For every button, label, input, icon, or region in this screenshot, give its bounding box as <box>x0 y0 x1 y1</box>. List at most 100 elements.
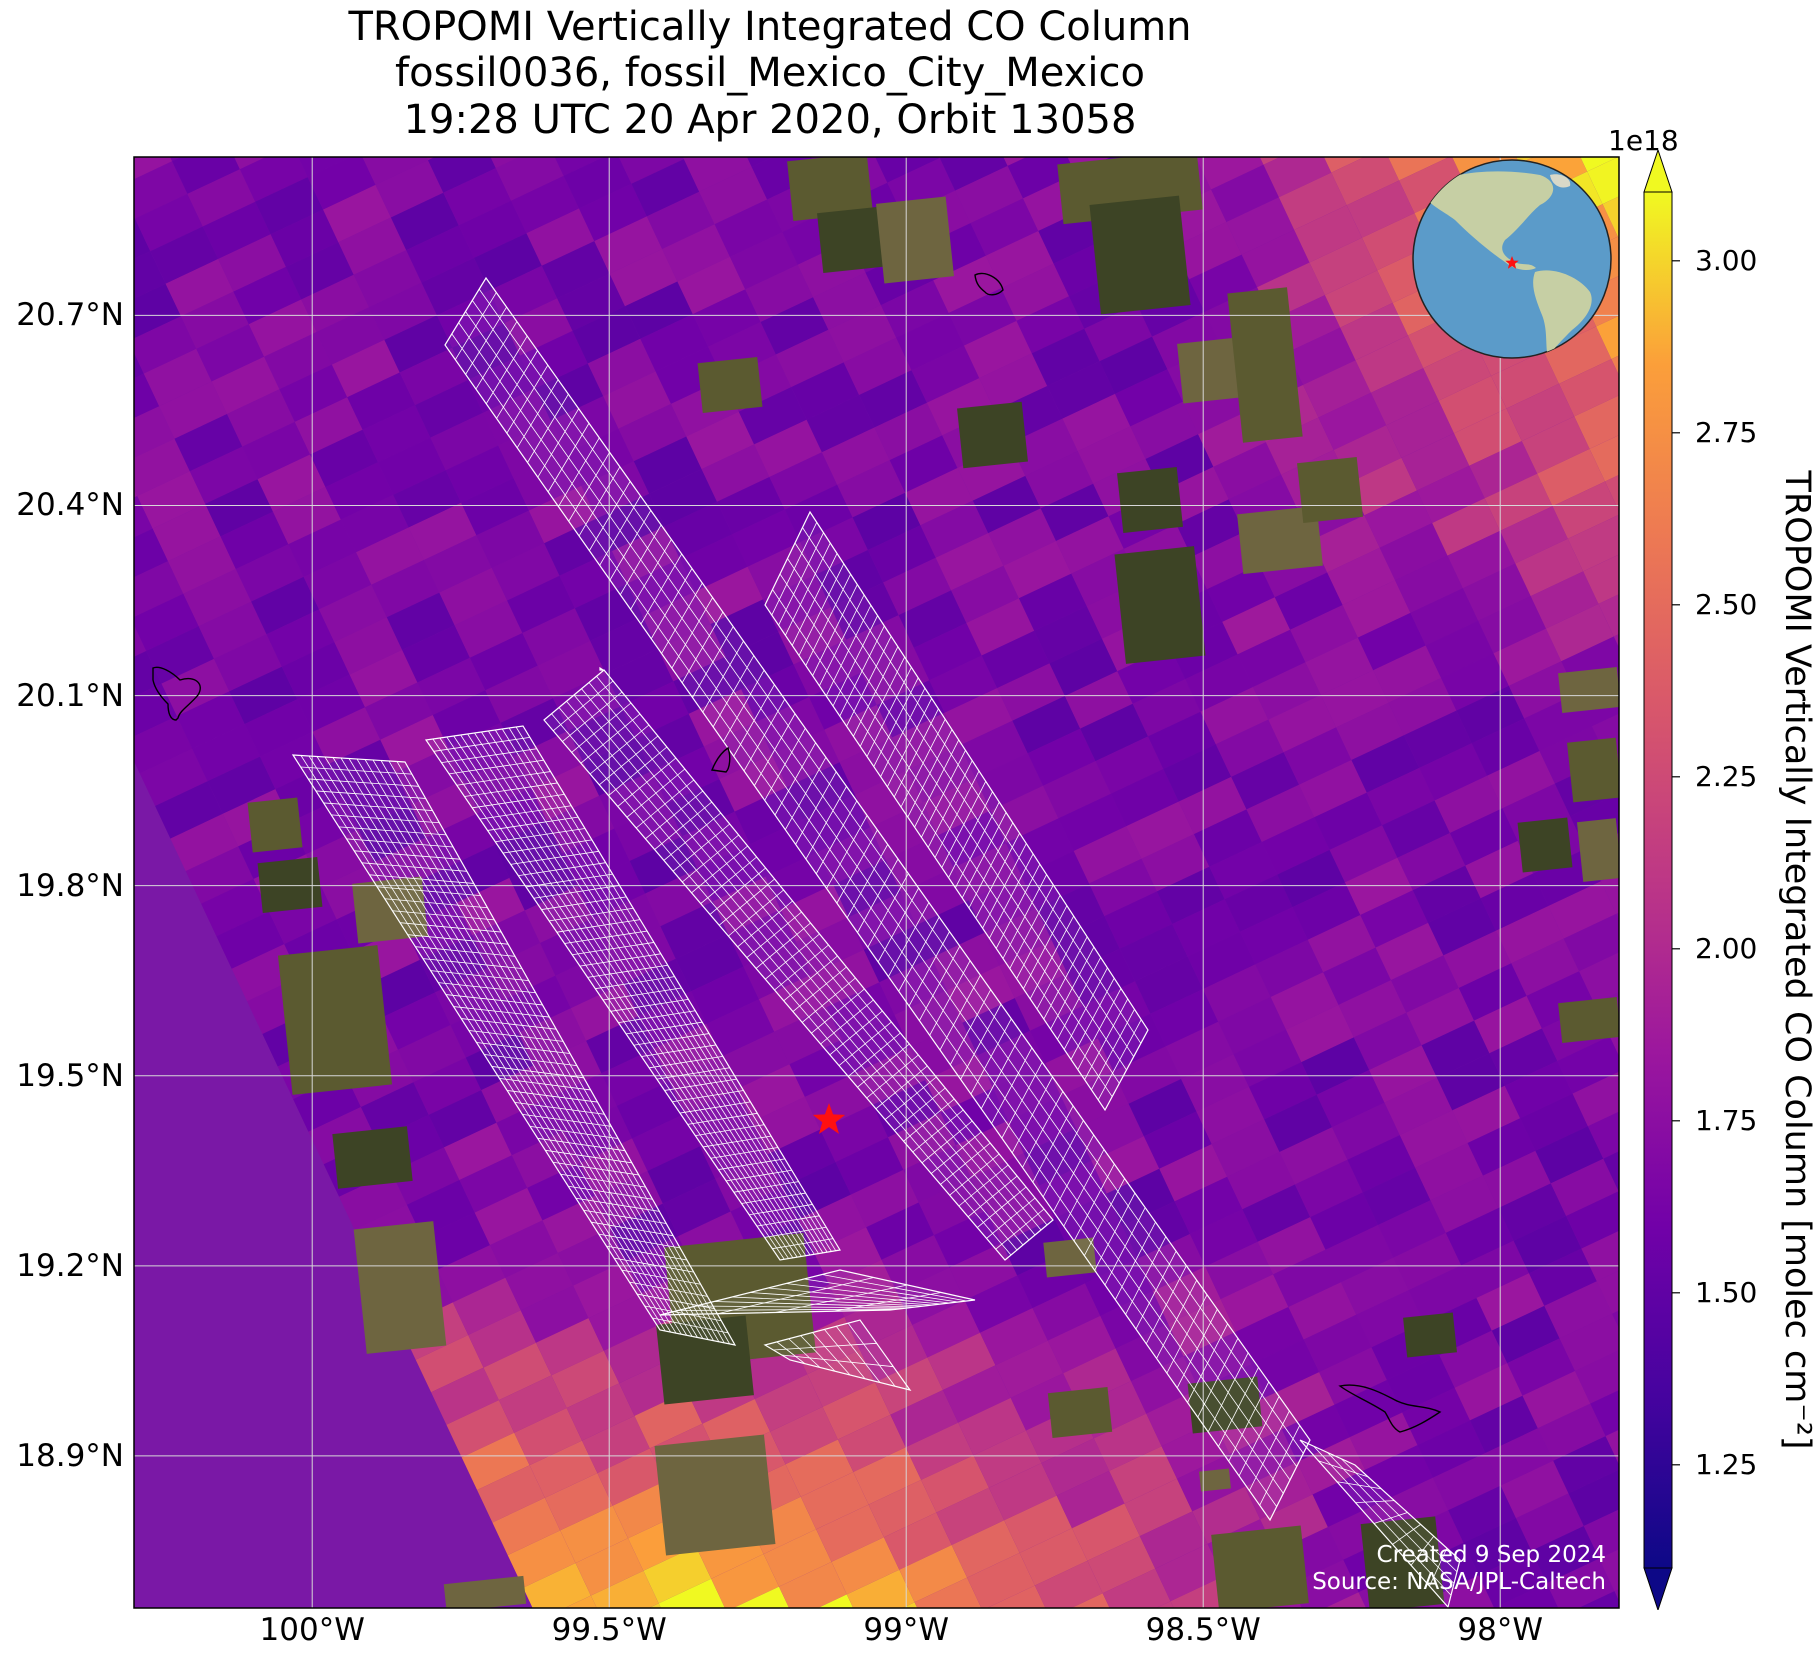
co-pixel <box>1487 751 1555 809</box>
co-pixel <box>785 1439 854 1497</box>
co-pixel <box>1467 1118 1536 1176</box>
co-pixel <box>742 1619 810 1658</box>
co-pixel <box>985 231 1054 289</box>
co-pixel <box>1130 401 1199 459</box>
co-pixel <box>601 94 669 151</box>
co-pixel <box>973 1430 1042 1488</box>
co-pixel <box>935 533 1004 591</box>
co-pixel <box>1596 315 1619 360</box>
co-pixel <box>1454 1363 1523 1421</box>
co-pixel <box>636 713 704 772</box>
co-pixel <box>905 468 973 526</box>
co-pixel <box>1575 1350 1619 1404</box>
co-pixel <box>461 1432 530 1490</box>
co-pixel <box>964 1275 1033 1333</box>
co-pixel <box>1316 1070 1385 1128</box>
co-pixel <box>331 339 400 398</box>
co-pixel <box>1270 972 1339 1030</box>
co-pixel <box>791 362 860 420</box>
co-pixel <box>1294 205 1362 263</box>
co-pixel <box>1421 66 1489 123</box>
co-pixel <box>1351 735 1420 793</box>
coastline <box>974 272 1004 296</box>
co-pixel <box>421 257 490 316</box>
co-pixel <box>1001 263 1069 321</box>
co-pixel <box>1174 1176 1243 1234</box>
co-pixel <box>1265 417 1334 475</box>
co-pixel <box>143 348 212 407</box>
co-pixel <box>922 778 991 836</box>
co-pixel <box>783 1162 851 1220</box>
co-pixel <box>988 508 1056 566</box>
co-pixel <box>807 1349 876 1407</box>
co-pixel <box>833 859 901 918</box>
co-pixel <box>646 191 715 249</box>
co-pixel <box>662 1178 731 1237</box>
co-pixel <box>1609 1031 1619 1056</box>
co-pixel <box>1461 1240 1529 1298</box>
coastline <box>1338 1384 1442 1433</box>
co-pixel <box>1516 157 1534 164</box>
co-pixel <box>139 748 208 806</box>
co-pixel <box>347 372 416 430</box>
co-pixel <box>867 525 936 583</box>
co-pixel <box>338 217 407 275</box>
co-pixel <box>1484 473 1553 531</box>
co-pixel <box>820 1104 888 1163</box>
co-pixel <box>1507 1338 1575 1396</box>
co-pixel <box>264 332 332 390</box>
co-pixel <box>975 753 1044 811</box>
co-pixel <box>134 593 199 651</box>
co-pixel <box>699 167 768 225</box>
co-pixel <box>1417 1420 1486 1478</box>
co-pixel <box>990 785 1059 844</box>
co-pixel <box>939 157 942 158</box>
co-pixel <box>666 779 735 837</box>
co-pixel <box>1128 1079 1197 1137</box>
co-pixel <box>588 1293 657 1351</box>
co-pixel <box>1122 1201 1190 1259</box>
co-pixel <box>911 345 980 403</box>
co-pixel <box>399 347 468 406</box>
co-pixel <box>183 569 252 627</box>
co-pixel <box>1415 1143 1483 1201</box>
locator-globe <box>1412 159 1612 359</box>
co-pixel <box>1312 1469 1381 1528</box>
co-pixel <box>618 403 687 462</box>
co-pixel <box>837 1414 906 1472</box>
co-pixel <box>1233 75 1301 132</box>
co-pixel <box>1261 817 1330 875</box>
co-pixel <box>135 193 203 252</box>
co-pixel <box>1438 375 1507 434</box>
co-pixel <box>1476 1273 1545 1331</box>
co-pixel <box>1437 1053 1505 1111</box>
co-pixel <box>559 551 628 609</box>
co-pixel <box>1156 866 1225 924</box>
satellite-patch <box>257 857 323 913</box>
co-pixel <box>1189 1209 1258 1267</box>
co-pixel <box>1056 1470 1125 1529</box>
co-pixel <box>1095 736 1164 794</box>
co-pixel <box>1353 1012 1422 1070</box>
co-pixel <box>472 910 541 968</box>
co-pixel <box>1506 383 1575 442</box>
co-pixel <box>1516 1493 1584 1551</box>
co-pixel <box>1526 971 1595 1029</box>
co-pixel <box>1292 882 1361 940</box>
co-pixel <box>1126 801 1194 859</box>
co-pixel <box>531 763 600 821</box>
co-pixel <box>791 1317 860 1375</box>
co-pixel <box>1264 1094 1332 1152</box>
co-pixel <box>936 1487 1005 1545</box>
co-pixel <box>1031 328 1100 386</box>
co-pixel <box>303 552 372 610</box>
co-pixel <box>921 1455 989 1513</box>
satellite-patch <box>876 196 954 284</box>
co-pixel <box>382 992 451 1050</box>
co-pixel <box>1408 1265 1477 1323</box>
co-pixel <box>789 85 857 142</box>
co-pixel <box>489 265 558 324</box>
co-pixel <box>683 157 752 192</box>
co-pixel <box>695 566 763 625</box>
co-pixel <box>192 724 260 782</box>
